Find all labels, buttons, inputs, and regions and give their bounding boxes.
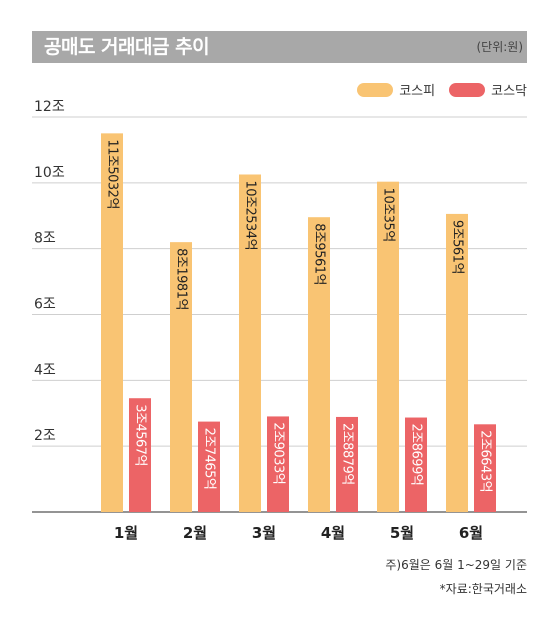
bar-kosdaq	[405, 417, 427, 512]
data-label-kospi: 9조561억	[450, 220, 465, 274]
y-tick-label: 2조	[34, 428, 56, 444]
bar-kosdaq	[336, 416, 358, 512]
x-tick-label: 5월	[390, 524, 414, 542]
data-label-kospi: 11조5032억	[105, 139, 120, 209]
data-label-kospi: 10조35억	[381, 188, 396, 242]
y-tick-label: 6조	[34, 297, 56, 313]
legend-item-kospi: 코스피	[357, 80, 435, 99]
legend-label-kospi: 코스피	[399, 84, 436, 99]
data-label-kosdaq: 2조9033억	[271, 422, 286, 484]
bar-kospi	[170, 242, 192, 512]
y-tick-label: 10조	[34, 165, 65, 181]
x-tick-label: 4월	[321, 524, 345, 542]
data-label-kospi: 8조1981억	[174, 248, 189, 310]
legend-label-kosdaq: 코스닥	[491, 84, 527, 99]
bar-kosdaq	[129, 398, 151, 512]
data-label-kosdaq: 2조8699억	[409, 424, 424, 486]
data-label-kosdaq: 2조7465억	[202, 428, 217, 490]
legend-item-kosdaq: 코스닥	[449, 80, 527, 99]
chart-title: 공매도 거래대금 추이	[44, 36, 210, 58]
data-label-kosdaq: 3조4567억	[133, 404, 148, 466]
unit-label: (단위:원)	[476, 40, 523, 54]
y-tick-label: 4조	[34, 362, 56, 378]
x-tick-label: 3월	[252, 524, 276, 542]
data-label-kospi: 10조2534억	[243, 180, 258, 250]
footnote: 주)6월은 6월 1~29일 기준	[385, 558, 527, 572]
bar-kospi	[239, 174, 261, 512]
data-label-kospi: 8조9561억	[312, 223, 327, 285]
bar-kospi	[377, 181, 399, 512]
y-tick-label: 12조	[34, 99, 65, 115]
source-note: *자료:한국거래소	[439, 582, 527, 596]
bar-kosdaq	[267, 416, 289, 512]
bar-kosdaq	[198, 421, 220, 512]
legend-swatch-kospi	[357, 82, 394, 97]
data-label-kosdaq: 2조6643억	[478, 430, 493, 492]
bar-kospi	[101, 133, 123, 512]
legend-swatch-kosdaq	[449, 82, 486, 97]
x-tick-label: 6월	[459, 524, 483, 542]
title-bar: 공매도 거래대금 추이 (단위:원)	[32, 31, 527, 63]
x-tick-label: 2월	[183, 524, 207, 542]
bar-kospi	[446, 213, 468, 512]
bar-kospi	[308, 217, 330, 512]
bar-kosdaq	[474, 424, 496, 512]
x-tick-label: 1월	[114, 524, 138, 542]
legend: 코스피 코스닥	[357, 80, 527, 99]
data-label-kosdaq: 2조8879억	[340, 423, 355, 485]
y-tick-label: 8조	[34, 231, 56, 247]
